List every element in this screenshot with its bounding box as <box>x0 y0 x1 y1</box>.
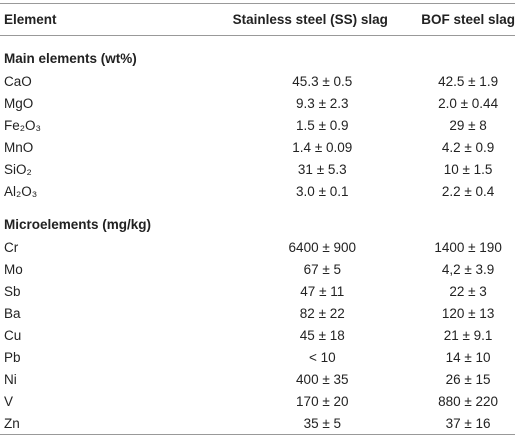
element-cell: V <box>4 393 14 409</box>
value-cell: 3.0 ± 0.1 <box>296 183 349 199</box>
value-cell: 120 ± 13 <box>441 305 495 321</box>
value-cell: 31 ± 5.3 <box>297 161 347 177</box>
section-row: Main elements (wt%) <box>0 36 515 71</box>
data-row: V 170 ± 20 880 ± 220 <box>0 390 515 412</box>
value-cell: 82 ± 22 <box>299 305 345 321</box>
element-cell: MgO <box>4 95 34 111</box>
section-row: Microelements (mg/kg) <box>0 202 515 236</box>
element-cell: MnO <box>4 139 34 155</box>
header-cell: Stainless steel (SS) slag <box>232 12 388 27</box>
table-body: Main elements (wt%) CaO 45.3 ± 0.5 42.5 ± 1… <box>0 36 515 435</box>
data-row: Cu 45 ± 18 21 ± 9.1 <box>0 324 515 346</box>
data-row: Ni 400 ± 35 26 ± 15 <box>0 368 515 390</box>
element-cell: Fe₂O₃ <box>4 117 41 133</box>
value-cell: 29 ± 8 <box>449 117 487 133</box>
header-row: Element Stainless steel (SS) slag BOF st… <box>0 3 515 36</box>
element-cell: CaO <box>4 73 32 89</box>
value-cell: 1400 ± 190 <box>434 239 502 255</box>
value-cell: 1.4 ± 0.09 <box>292 139 353 155</box>
value-cell: 45 ± 18 <box>299 327 345 343</box>
data-row: MnO 1.4 ± 0.09 4.2 ± 0.9 <box>0 136 515 158</box>
data-row: SiO₂ 31 ± 5.3 10 ± 1.5 <box>0 158 515 180</box>
data-row: MgO 9.3 ± 2.3 2.0 ± 0.44 <box>0 92 515 114</box>
element-cell: Ni <box>4 371 17 387</box>
table-header: Element Stainless steel (SS) slag BOF st… <box>0 3 515 36</box>
value-cell: 37 ± 16 <box>445 415 491 431</box>
value-cell: 400 ± 35 <box>296 371 349 387</box>
value-cell: < 10 <box>308 349 336 365</box>
value-cell: 880 ± 220 <box>438 393 499 409</box>
value-cell: 1.5 ± 0.9 <box>296 117 349 133</box>
value-cell: 4,2 ± 3.9 <box>441 261 495 277</box>
value-cell: 14 ± 10 <box>445 349 491 365</box>
value-cell: 9.3 ± 2.3 <box>296 95 349 111</box>
element-cell: Cr <box>4 239 19 255</box>
element-cell: Sb <box>4 283 21 299</box>
value-cell: 21 ± 9.1 <box>443 327 493 343</box>
data-row: Zn 35 ± 5 37 ± 16 <box>0 412 515 435</box>
element-cell: Ba <box>4 305 21 321</box>
value-cell: 45.3 ± 0.5 <box>292 73 353 89</box>
value-cell: 67 ± 5 <box>303 261 341 277</box>
element-cell: Al₂O₃ <box>4 183 38 199</box>
section-title: Main elements (wt%) <box>4 51 137 66</box>
table: Element Stainless steel (SS) slag BOF st… <box>0 3 515 435</box>
value-cell: 26 ± 15 <box>445 371 491 387</box>
table-container: Element Stainless steel (SS) slag BOF st… <box>0 3 515 435</box>
header-cell: Element <box>4 12 57 27</box>
value-cell: 6400 ± 900 <box>288 239 357 255</box>
value-cell: 35 ± 5 <box>303 415 341 431</box>
value-cell: 2.2 ± 0.4 <box>441 183 495 199</box>
header-cell: BOF steel slag <box>421 12 515 27</box>
value-cell: 47 ± 11 <box>300 283 345 299</box>
element-cell: Pb <box>4 349 21 365</box>
element-cell: Mo <box>4 261 23 277</box>
value-cell: 42.5 ± 1.9 <box>438 73 499 89</box>
data-row: Al₂O₃ 3.0 ± 0.1 2.2 ± 0.4 <box>0 180 515 202</box>
data-row: CaO 45.3 ± 0.5 42.5 ± 1.9 <box>0 70 515 92</box>
value-cell: 22 ± 3 <box>449 283 487 299</box>
data-row: Sb 47 ± 11 22 ± 3 <box>0 280 515 302</box>
data-row: Pb < 10 14 ± 10 <box>0 346 515 368</box>
data-row: Mo 67 ± 5 4,2 ± 3.9 <box>0 258 515 280</box>
element-cell: Zn <box>4 415 20 431</box>
value-cell: 2.0 ± 0.44 <box>438 95 499 111</box>
section-title: Microelements (mg/kg) <box>4 217 152 232</box>
data-row: Ba 82 ± 22 120 ± 13 <box>0 302 515 324</box>
element-cell: Cu <box>4 327 22 343</box>
value-cell: 10 ± 1.5 <box>443 161 493 177</box>
value-cell: 4.2 ± 0.9 <box>441 139 495 155</box>
element-cell: SiO₂ <box>4 161 32 177</box>
data-row: Fe₂O₃ 1.5 ± 0.9 29 ± 8 <box>0 114 515 136</box>
data-row: Cr 6400 ± 900 1400 ± 190 <box>0 236 515 258</box>
value-cell: 170 ± 20 <box>296 393 349 409</box>
